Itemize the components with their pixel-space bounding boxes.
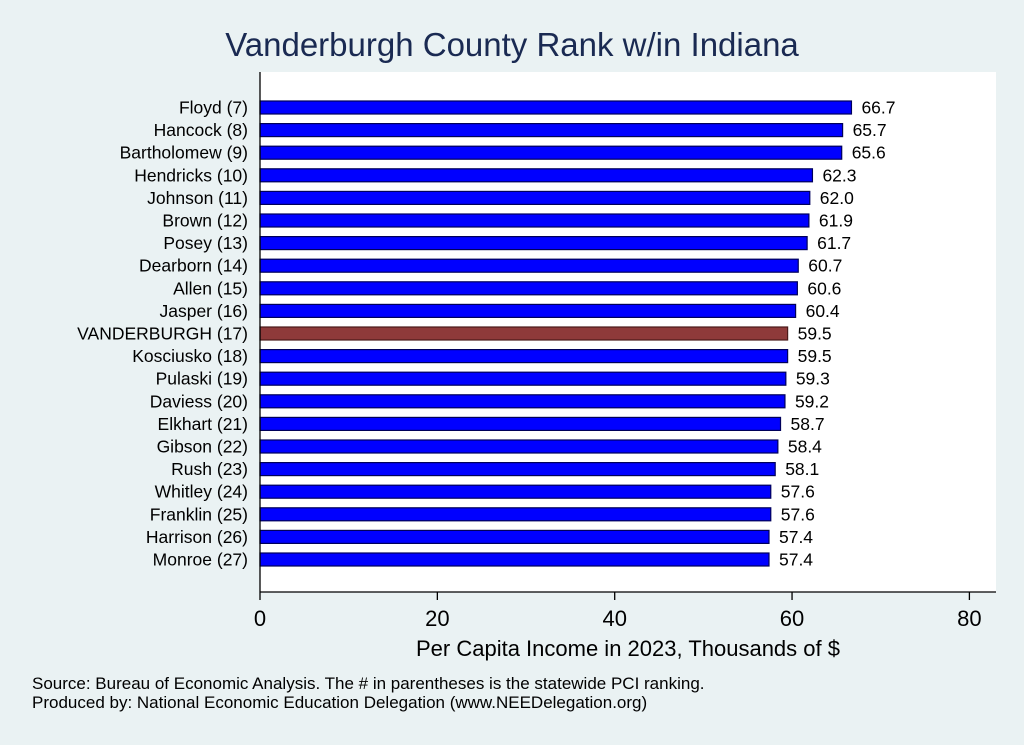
data-label: 59.5 bbox=[798, 346, 832, 366]
data-label: 62.3 bbox=[822, 165, 856, 185]
bar bbox=[259, 439, 779, 454]
data-label: 59.3 bbox=[796, 369, 830, 389]
bar bbox=[259, 371, 787, 386]
category-label: Daviess (20) bbox=[150, 391, 248, 411]
source-note: Source: Bureau of Economic Analysis. The… bbox=[32, 674, 705, 693]
bar bbox=[259, 122, 844, 138]
x-tick-label: 40 bbox=[602, 606, 626, 631]
bar bbox=[259, 258, 799, 273]
data-label: 58.4 bbox=[788, 437, 822, 457]
data-label: 60.4 bbox=[806, 301, 840, 321]
bar bbox=[259, 416, 782, 431]
category-label: Johnson (11) bbox=[147, 188, 248, 208]
category-label: VANDERBURGH (17) bbox=[77, 324, 248, 344]
bar bbox=[259, 281, 798, 296]
data-label: 57.6 bbox=[781, 504, 815, 524]
bar bbox=[259, 349, 789, 364]
category-label: Pulaski (19) bbox=[156, 369, 248, 389]
category-label: Allen (15) bbox=[173, 278, 248, 298]
x-tick-label: 0 bbox=[254, 606, 266, 631]
category-label: Hendricks (10) bbox=[134, 165, 248, 185]
data-label: 57.4 bbox=[779, 550, 813, 570]
bar bbox=[259, 484, 772, 499]
category-label: Bartholomew (9) bbox=[120, 143, 248, 163]
data-label: 61.9 bbox=[819, 211, 853, 231]
bar bbox=[259, 303, 797, 318]
data-label: 58.7 bbox=[791, 414, 825, 434]
category-label: Monroe (27) bbox=[153, 550, 248, 570]
bar bbox=[259, 213, 810, 228]
data-label: 59.5 bbox=[798, 324, 832, 344]
category-label: Harrison (26) bbox=[146, 527, 248, 547]
bar bbox=[259, 507, 772, 522]
data-label: 58.1 bbox=[785, 459, 819, 479]
category-label: Floyd (7) bbox=[179, 98, 248, 118]
bar bbox=[259, 462, 776, 477]
x-tick-label: 20 bbox=[425, 606, 449, 631]
data-label: 57.4 bbox=[779, 527, 813, 547]
data-label: 65.7 bbox=[853, 120, 887, 140]
x-tick-label: 60 bbox=[780, 606, 804, 631]
category-label: Gibson (22) bbox=[157, 437, 248, 457]
data-label: 66.7 bbox=[861, 98, 895, 118]
x-tick-label: 80 bbox=[957, 606, 981, 631]
category-label: Posey (13) bbox=[163, 233, 248, 253]
category-label: Franklin (25) bbox=[150, 504, 248, 524]
category-label: Brown (12) bbox=[162, 211, 248, 231]
data-label: 59.2 bbox=[795, 391, 829, 411]
bar bbox=[259, 100, 853, 115]
bar bbox=[259, 552, 770, 567]
category-label: Hancock (8) bbox=[154, 120, 248, 140]
bar bbox=[259, 236, 808, 251]
bar bbox=[259, 326, 789, 341]
data-label: 65.6 bbox=[852, 143, 886, 163]
x-axis-label: Per Capita Income in 2023, Thousands of … bbox=[416, 636, 840, 661]
bar bbox=[259, 145, 843, 160]
data-label: 62.0 bbox=[820, 188, 854, 208]
data-label: 57.6 bbox=[781, 482, 815, 502]
x-axis: 0 20 40 60 80 bbox=[254, 72, 996, 631]
category-label: Rush (23) bbox=[171, 459, 248, 479]
bar bbox=[259, 168, 814, 183]
data-label: 60.6 bbox=[807, 278, 841, 298]
bar bbox=[259, 529, 770, 545]
category-label: Jasper (16) bbox=[159, 301, 248, 321]
chart-title: Vanderburgh County Rank w/in Indiana bbox=[225, 26, 799, 63]
category-label: Elkhart (21) bbox=[158, 414, 248, 434]
produced-by-note: Produced by: National Economic Education… bbox=[32, 693, 648, 712]
data-label: 61.7 bbox=[817, 233, 851, 253]
category-label: Kosciusko (18) bbox=[132, 346, 248, 366]
data-label: 60.7 bbox=[808, 256, 842, 276]
bars-layer: Floyd (7) 66.7 Hancock (8) 65.7 Bartholomew … bbox=[77, 98, 895, 570]
category-label: Dearborn (14) bbox=[139, 256, 248, 276]
bar bbox=[259, 190, 811, 205]
category-label: Whitley (24) bbox=[155, 482, 248, 502]
bar bbox=[259, 394, 786, 409]
